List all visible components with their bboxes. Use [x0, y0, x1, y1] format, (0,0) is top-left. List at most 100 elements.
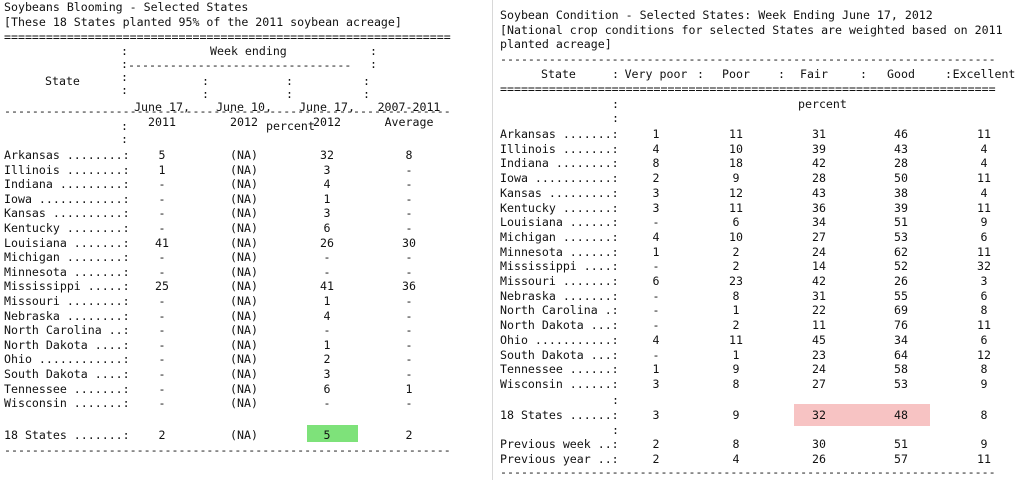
blooming-row-value: -	[405, 177, 413, 192]
blooming-title: Soybeans Blooming - Selected States	[4, 0, 249, 14]
blooming-row-state: Michigan ........:	[4, 250, 130, 265]
blooming-row-value: -	[158, 264, 166, 279]
blooming-total-value-4: 2	[405, 428, 413, 442]
condition-row-value: 11	[812, 318, 826, 333]
condition-row-value: -	[652, 347, 660, 362]
condition-spacer-colon: :	[612, 393, 619, 407]
blooming-row-state: Kansas ..........:	[4, 206, 130, 221]
condition-row-state: Mississippi ....:	[500, 259, 619, 274]
condition-total-state: 18 States ......:	[500, 408, 619, 422]
condition-row-state: Wisconsin ......:	[500, 376, 619, 391]
condition-row-value: 12	[729, 185, 743, 200]
blooming-row-state: Illinois ........:	[4, 162, 130, 177]
blooming-row-value: 4	[323, 177, 331, 192]
condition-row-value: 46	[894, 127, 908, 141]
blooming-row-value: (NA)	[230, 279, 258, 294]
condition-row-value: 45	[812, 332, 826, 347]
condition-row-value: 52	[894, 259, 908, 274]
condition-total-good: 48	[894, 408, 908, 422]
condition-row-value: 76	[894, 318, 908, 333]
condition-row-value: 1	[652, 127, 660, 141]
blooming-row-value: -	[158, 367, 166, 381]
condition-row-value: -	[652, 318, 660, 333]
blooming-col-header-4: 2007-2011 Average	[377, 100, 441, 129]
blooming-row-value: (NA)	[230, 191, 258, 206]
blooming-row-state: North Dakota ....:	[4, 337, 130, 352]
condition-unit-label: percent	[798, 97, 847, 111]
condition-unit-colon-2: :	[612, 111, 619, 125]
condition-col-very-poor: Very poor	[624, 67, 688, 81]
blooming-state-header: State	[45, 74, 80, 88]
blooming-total-state: 18 States .......:	[4, 428, 130, 442]
condition-prev-week-good: 51	[894, 437, 908, 451]
condition-row-value: 64	[894, 347, 908, 362]
blooming-row-value: (NA)	[230, 308, 258, 323]
condition-prev-week-poor: 8	[732, 437, 740, 451]
blooming-row-value: -	[323, 323, 331, 338]
condition-prev-year-good: 57	[894, 452, 908, 466]
blooming-colon-col3: : :	[286, 74, 293, 101]
blooming-row-value: 25	[155, 279, 169, 294]
blooming-row-value: -	[323, 396, 331, 411]
blooming-total-value-3: 5	[323, 428, 331, 442]
condition-row-value: 8	[652, 156, 660, 171]
blooming-row-value: -	[158, 177, 166, 192]
condition-row-value: 27	[812, 229, 826, 244]
condition-row-value: 12	[977, 347, 991, 362]
condition-row-value: 6	[980, 332, 988, 347]
condition-row-value: 4	[652, 229, 660, 244]
condition-row-value: 69	[894, 303, 908, 318]
condition-total-poor: 9	[732, 408, 740, 422]
blooming-row-value: -	[405, 367, 413, 381]
condition-header-colon-4: :	[860, 67, 867, 81]
blooming-row-value: (NA)	[230, 323, 258, 338]
blooming-row-value: (NA)	[230, 235, 258, 250]
condition-row-value: -	[652, 303, 660, 318]
condition-total-very-poor: 3	[652, 408, 660, 422]
panel-divider	[492, 0, 493, 480]
condition-row-value: 53	[894, 229, 908, 244]
condition-row-state: Ohio ...........:	[500, 332, 619, 347]
condition-row-value: 31	[812, 127, 826, 141]
condition-row-value: 51	[894, 215, 908, 230]
condition-header-colon-2: :	[697, 67, 704, 81]
blooming-row-value: -	[405, 264, 413, 279]
condition-row-value: 10	[729, 141, 743, 156]
condition-prev-week-excellent: 9	[980, 437, 988, 451]
condition-prev-year-poor: 4	[732, 452, 740, 466]
condition-row-value: 11	[729, 200, 743, 215]
blooming-row-value: (NA)	[230, 250, 258, 265]
condition-row-value: 32	[977, 259, 991, 274]
condition-row-value: 4	[652, 141, 660, 156]
blooming-row-value: (NA)	[230, 162, 258, 177]
condition-header-colon-3: :	[778, 67, 785, 81]
condition-row-state: North Dakota ...:	[500, 318, 619, 333]
blooming-row-value: 41	[155, 235, 169, 250]
condition-row-value: 2	[732, 318, 740, 333]
blooming-row-value: -	[405, 250, 413, 265]
blooming-row-value: -	[323, 250, 331, 265]
blooming-row-value: (NA)	[230, 337, 258, 352]
blooming-row-value: (NA)	[230, 177, 258, 192]
blooming-colon-col1: : : : :	[121, 44, 128, 97]
blooming-row-value: 8	[405, 148, 413, 162]
blooming-row-value: (NA)	[230, 367, 258, 381]
blooming-row-value: 1	[323, 337, 331, 352]
blooming-row-value: -	[158, 323, 166, 338]
blooming-row-value: (NA)	[230, 294, 258, 308]
blooming-row-value: 1	[405, 381, 413, 396]
condition-note-line2: planted acreage]	[500, 37, 612, 51]
condition-row-value: 42	[812, 156, 826, 171]
condition-row-value: 9	[980, 376, 988, 391]
blooming-row-value: 30	[402, 235, 416, 250]
blooming-row-value: -	[158, 308, 166, 323]
blooming-row-state: North Carolina ..:	[4, 323, 130, 338]
condition-row-value: 3	[652, 200, 660, 215]
blooming-row-state: Wisconsin .......:	[4, 396, 130, 411]
condition-row-value: -	[652, 259, 660, 274]
blooming-row-value: -	[158, 337, 166, 352]
blooming-colon-col2: : :	[202, 74, 209, 101]
condition-row-value: 11	[977, 127, 991, 141]
blooming-colon-col4: : :	[363, 74, 370, 101]
condition-row-value: 1	[732, 303, 740, 318]
